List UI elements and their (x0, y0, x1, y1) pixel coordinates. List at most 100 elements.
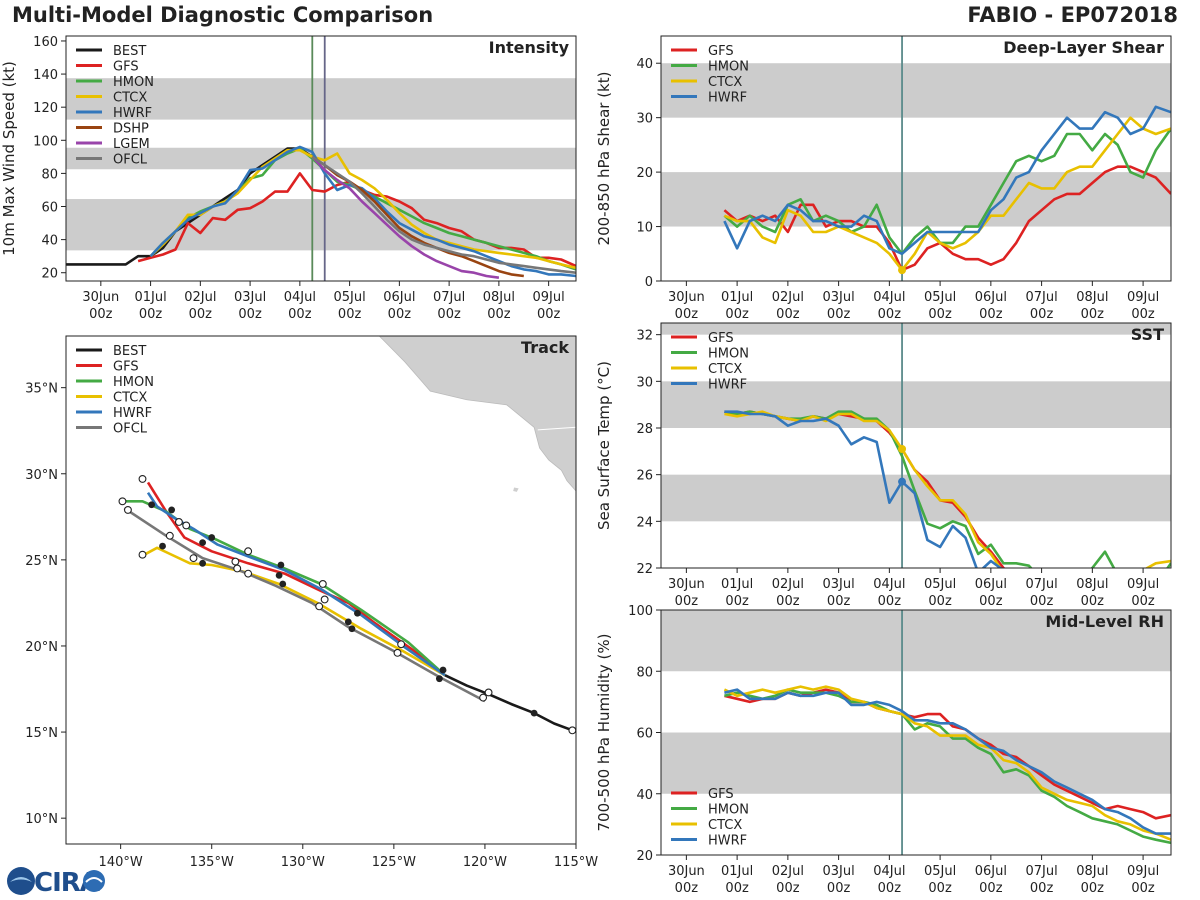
shear-xtick-label: 00z (878, 307, 902, 322)
intensity-band-0 (66, 199, 576, 251)
rh-xtick-label: 08Jul (1076, 864, 1108, 879)
intensity-ytick-label: 100 (33, 134, 58, 149)
track-point-open (568, 726, 576, 735)
rh-xtick-label: 00z (827, 881, 851, 896)
intensity-legend-label: BEST (113, 44, 146, 59)
rh-ytick-label: 20 (636, 849, 653, 864)
sst-xtick-label: 00z (776, 594, 800, 609)
sst-ytick-label: 30 (636, 375, 653, 390)
intensity-xtick-label: 00z (89, 307, 113, 322)
shear-legend-label: GFS (708, 44, 734, 59)
track-series-gfs (146, 481, 446, 677)
intensity-legend-label: OFCL (113, 153, 148, 168)
sst-marker-hwrf (898, 477, 907, 486)
intensity-series-ofcl (311, 155, 576, 274)
shear-band-1 (661, 63, 1171, 118)
sst-xtick-label: 00z (1131, 594, 1155, 609)
shear-title: Deep-Layer Shear (1003, 38, 1164, 57)
sst-xtick-label: 30Jun (668, 577, 705, 592)
rh-legend-label: HMON (708, 803, 749, 818)
track-ytick-label: 20°N (25, 640, 58, 655)
shear-xtick-label: 00z (776, 307, 800, 322)
shear-xtick-label: 00z (979, 307, 1003, 322)
track-point-open (174, 518, 183, 526)
intensity-xtick-label: 06Jul (383, 290, 415, 305)
sst-ytick-label: 32 (636, 329, 653, 344)
track-point-filled (208, 534, 216, 541)
track-xtick-label: 115°W (554, 855, 598, 870)
shear-xtick-label: 00z (1081, 307, 1105, 322)
intensity-ytick-label: 20 (41, 267, 58, 282)
track-point-filled (277, 561, 285, 569)
track-point-filled (159, 542, 166, 550)
sst-legend-label: CTCX (708, 362, 742, 377)
sst-xtick-label: 03Jul (822, 577, 854, 592)
rh-xtick-label: 30Jun (668, 864, 705, 879)
sst-ytick-label: 26 (636, 469, 653, 484)
shear-xtick-label: 00z (928, 307, 952, 322)
shear-frame (660, 35, 1172, 282)
track-xtick-label: 120°W (463, 855, 507, 870)
intensity-xtick-label: 00z (537, 307, 561, 322)
track-point-filled (279, 580, 287, 588)
sst-legend-label: GFS (708, 331, 734, 346)
track-point-filled (530, 709, 538, 717)
rh-xtick-label: 05Jul (924, 864, 956, 879)
track-point-filled (168, 506, 176, 514)
shear-xtick-label: 06Jul (975, 290, 1007, 305)
rh-title: Mid-Level RH (1045, 612, 1164, 631)
rh-xtick-label: 03Jul (822, 864, 854, 879)
sst-xtick-label: 02Jul (772, 577, 804, 592)
rh-band-1 (661, 610, 1171, 672)
sst-series-hwrf (724, 410, 1003, 568)
shear-marker-ctcx (898, 266, 907, 275)
track-point-open (233, 564, 242, 573)
intensity-xtick-label: 04Jul (284, 290, 316, 305)
shear-xtick-label: 30Jun (668, 290, 705, 305)
sst-xtick-label: 01Jul (721, 577, 753, 592)
rh-xtick-label: 00z (1131, 881, 1155, 896)
intensity-band-2 (66, 78, 576, 120)
intensity-legend-label: HWRF (113, 106, 152, 121)
logo-swirl-icon (10, 877, 32, 882)
intensity-ytick-label: 40 (41, 234, 58, 249)
track-point-filled (344, 618, 352, 626)
shear-legend-label: CTCX (708, 75, 742, 90)
sst-series-hmon (724, 410, 1171, 568)
sst-xtick-label: 00z (827, 594, 851, 609)
panel-sst: 22 24 26 28 30 32 30Jun 00z 01Jul 00z 02Jul 00z 03Ju… (595, 322, 1172, 609)
rh-xtick-label: 00z (979, 881, 1003, 896)
track-xtick-label: 125°W (372, 855, 416, 870)
intensity-ytick-label: 160 (33, 35, 58, 50)
intensity-xtick-label: 02Jul (184, 290, 216, 305)
intensity-legend-label: HMON (113, 75, 154, 90)
rh-ytick-label: 60 (636, 727, 653, 742)
track-point-open (484, 688, 493, 697)
intensity-xtick-label: 01Jul (134, 290, 166, 305)
rh-band-0 (661, 732, 1171, 794)
shear-ytick-label: 10 (636, 221, 653, 236)
sst-band-2 (661, 323, 1171, 335)
track-point-filled (348, 625, 356, 633)
sst-ytick-label: 24 (636, 515, 653, 530)
rh-xtick-label: 02Jul (772, 864, 804, 879)
track-point-filled (275, 571, 283, 579)
shear-ytick-label: 20 (636, 166, 653, 181)
track-point-open (318, 580, 327, 588)
shear-ylabel: 200-850 hPa Shear (kt) (595, 72, 613, 246)
intensity-legend-label: GFS (113, 60, 139, 75)
shear-xtick-label: 08Jul (1076, 290, 1108, 305)
shear-legend-label: HMON (708, 60, 749, 75)
shear-xtick-label: 00z (725, 307, 749, 322)
intensity-plot-area (66, 36, 576, 281)
track-island (513, 487, 519, 492)
track-point-open (118, 497, 127, 506)
shear-xtick-label: 01Jul (721, 290, 753, 305)
track-point-open (123, 505, 132, 514)
shear-series-hwrf (723, 105, 1171, 256)
shear-plot-area (661, 36, 1171, 281)
rh-legend-label: CTCX (708, 818, 742, 833)
panel-intensity: 20 40 60 80 100 120 140 160 30Jun 00z 01Jul 00z 02Ju… (0, 35, 577, 322)
rh-plot-area (661, 610, 1171, 855)
